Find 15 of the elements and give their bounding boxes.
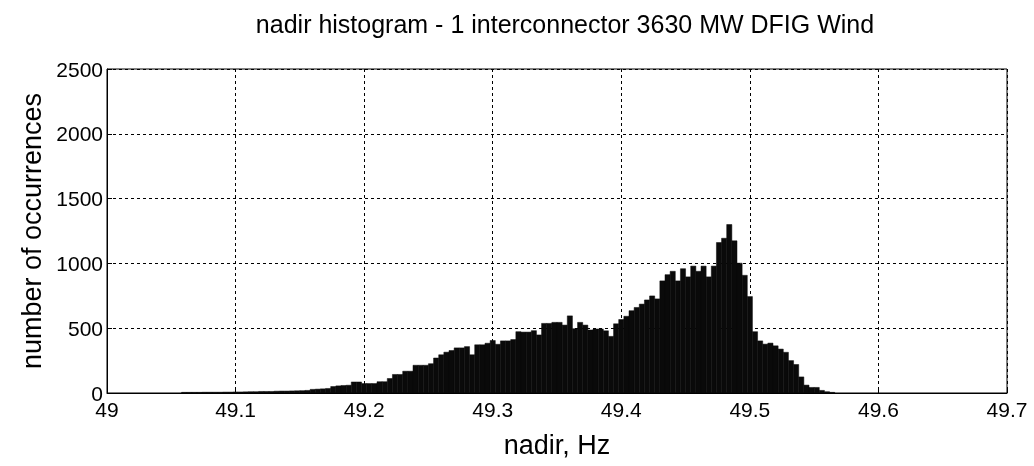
x-tick-label: 49.6	[857, 398, 899, 421]
x-tick-label: 49.4	[600, 398, 643, 421]
x-tick-label: 49.5	[729, 398, 771, 421]
x-tick-label: 49.1	[215, 398, 257, 421]
y-axis-title: number of occurrences	[16, 92, 47, 370]
y-tick-label: 1500	[56, 187, 103, 211]
x-axis-title: nadir, Hz	[503, 429, 611, 460]
y-tick-label: 2500	[56, 57, 103, 81]
chart-title: nadir histogram - 1 interconnector 3630 MW DFIG Wind	[255, 9, 875, 38]
x-tick-label: 49.7	[986, 398, 1028, 421]
x-tick-label: 49.3	[472, 398, 514, 421]
y-tick-label: 1000	[56, 251, 103, 275]
x-tick-label: 49.2	[343, 398, 385, 421]
y-tick-label: 2000	[56, 122, 103, 146]
y-tick-label: 500	[67, 316, 103, 340]
